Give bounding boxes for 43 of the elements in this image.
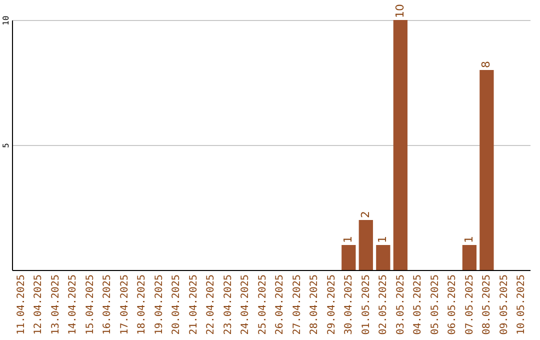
x-tick-label: 05.05.2025 [430, 274, 441, 335]
data-label: 1 [462, 236, 476, 243]
bar [462, 245, 477, 270]
x-tick-label: 09.05.2025 [498, 274, 510, 335]
bar [376, 245, 390, 270]
bar [480, 70, 494, 270]
x-tick-label: 03.05.2025 [395, 274, 406, 335]
bar [393, 20, 408, 270]
x-tick-label: 22.04.2025 [206, 274, 217, 335]
data-label: 1 [376, 236, 390, 243]
x-tick-label: 17.04.2025 [119, 274, 130, 335]
x-tick-label: 13.04.2025 [50, 274, 62, 335]
x-tick-label: 08.05.2025 [482, 274, 493, 335]
x-tick-label: 25.04.2025 [257, 274, 268, 335]
x-tick-label: 02.05.2025 [378, 274, 390, 335]
data-label: 8 [480, 61, 493, 68]
bar [358, 220, 373, 270]
x-tick-label: 19.04.2025 [154, 274, 165, 335]
x-tick-label: 20.04.2025 [171, 274, 182, 335]
x-tick-label: 28.04.2025 [309, 274, 320, 335]
x-tick-label: 10.05.2025 [516, 274, 528, 335]
x-tick-label: 29.04.2025 [326, 274, 338, 335]
x-tick-label: 11.04.2025 [16, 274, 27, 335]
data-label: 2 [358, 211, 372, 218]
x-tick-label: 27.04.2025 [292, 274, 303, 335]
x-tick-label: 12.04.2025 [33, 274, 44, 335]
data-label: 10 [393, 4, 406, 18]
x-tick-label: 21.04.2025 [188, 274, 200, 335]
x-tick-label: 30.04.2025 [344, 274, 355, 335]
x-tick-label: 26.04.2025 [274, 274, 286, 335]
bar [342, 245, 356, 270]
x-tick-label: 14.04.2025 [68, 274, 79, 335]
x-tick-label: 24.04.2025 [240, 274, 252, 335]
x-tick-label: 23.04.2025 [222, 274, 234, 335]
y-tick-label: 5 [2, 142, 10, 148]
x-tick-label: 01.05.2025 [360, 274, 372, 335]
x-tick-label: 18.04.2025 [136, 274, 148, 335]
x-tick-label: 16.04.2025 [102, 274, 114, 335]
x-tick-label: 07.05.2025 [464, 274, 476, 335]
x-tick-label: 06.05.2025 [447, 274, 458, 335]
x-tick-label: 04.05.2025 [412, 274, 424, 335]
data-label: 1 [342, 236, 355, 243]
x-tick-label: 15.04.2025 [84, 274, 96, 335]
